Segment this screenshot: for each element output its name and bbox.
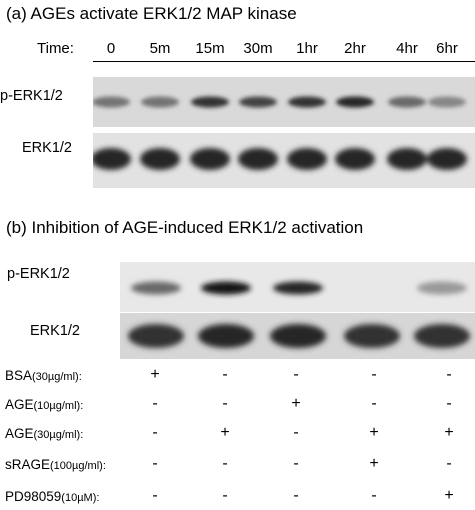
timepoint-2hr: 2hr: [344, 40, 366, 57]
panel-b-total-band-1: [128, 324, 184, 348]
panel-b-total-band-2: [198, 324, 254, 348]
panel-b-total-label: ERK1/2: [30, 323, 80, 339]
condition-name: AGE: [5, 397, 34, 412]
condition-srage-label: sRAGE(100µg/ml):: [5, 457, 106, 472]
condition-mark: -: [371, 366, 377, 383]
timepoint-6hr: 6hr: [436, 40, 458, 57]
panel-a-title: (a) AGEs activate ERK1/2 MAP kinase: [6, 4, 297, 23]
condition-mark: -: [293, 424, 299, 441]
panel-b-phospho-blot: [120, 262, 475, 312]
timepoint-1hr: 1hr: [296, 40, 318, 57]
condition-age10-label: AGE(10µg/ml):: [5, 397, 83, 412]
panel-a-total-band-8: [427, 148, 467, 170]
condition-mark: +: [150, 366, 160, 383]
condition-mark: -: [371, 395, 377, 412]
condition-mark: -: [222, 366, 228, 383]
condition-mark: -: [152, 487, 158, 504]
condition-mark: -: [446, 395, 452, 412]
panel-a-phospho-band-4: [239, 96, 277, 108]
condition-unit: (10µM):: [61, 492, 100, 504]
condition-mark: -: [293, 487, 299, 504]
condition-mark: +: [444, 424, 454, 441]
condition-mark: -: [446, 455, 452, 472]
panel-a-phospho-label: p-ERK1/2: [0, 88, 63, 104]
panel-b-phospho-band-1: [131, 281, 181, 295]
condition-name: AGE: [5, 426, 34, 441]
condition-unit: (30µg/ml):: [32, 371, 82, 383]
panel-a-phospho-band-1: [93, 96, 130, 108]
panel-b-total-band-5: [414, 324, 470, 348]
panel-a-total-band-3: [190, 148, 230, 170]
condition-mark: +: [291, 395, 301, 412]
panel-a-total-blot: [93, 133, 475, 188]
panel-a-total-band-6: [335, 148, 375, 170]
panel-a-phospho-band-8: [428, 96, 466, 108]
timepoint-5m: 5m: [149, 40, 171, 57]
condition-mark: -: [222, 487, 228, 504]
condition-mark: -: [371, 487, 377, 504]
panel-a-phospho-blot: [93, 77, 475, 127]
condition-unit: (10µg/ml):: [33, 400, 84, 412]
panel-a-total-band-2: [140, 148, 180, 170]
timepoint-4hr: 4hr: [396, 40, 418, 57]
condition-bsa-label: BSA(30µg/ml):: [5, 368, 82, 383]
condition-mark: -: [293, 366, 299, 383]
panel-b-phospho-band-5: [417, 281, 467, 295]
condition-unit: (30µg/ml):: [33, 429, 84, 441]
time-label: Time:: [37, 40, 74, 57]
condition-mark: -: [446, 366, 452, 383]
condition-pd98059-label: PD98059(10µM):: [5, 489, 99, 504]
panel-a-total-band-4: [238, 148, 278, 170]
panel-a-phospho-band-6: [336, 96, 374, 108]
panel-a-phospho-band-7: [388, 96, 426, 108]
condition-mark: +: [444, 487, 454, 504]
condition-mark: +: [369, 424, 379, 441]
condition-name: BSA: [5, 368, 33, 383]
panel-a-phospho-band-5: [288, 96, 326, 108]
panel-b-total-band-4: [344, 324, 400, 348]
condition-name: sRAGE: [5, 457, 51, 472]
timepoint-15m: 15m: [195, 40, 225, 57]
panel-b-phospho-label: p-ERK1/2: [7, 266, 70, 282]
panel-b-total-band-3: [270, 324, 326, 348]
condition-mark: -: [152, 455, 158, 472]
condition-mark: -: [152, 395, 158, 412]
condition-mark: +: [220, 424, 230, 441]
condition-age30-label: AGE(30µg/ml):: [5, 426, 83, 441]
condition-mark: -: [222, 395, 228, 412]
panel-a-phospho-band-3: [191, 96, 229, 108]
panel-a-total-label: ERK1/2: [22, 140, 72, 156]
condition-mark: -: [152, 424, 158, 441]
timepoint-0: 0: [106, 40, 116, 57]
condition-unit: (100µg/ml):: [50, 460, 106, 472]
condition-mark: +: [369, 455, 379, 472]
condition-mark: -: [222, 455, 228, 472]
timepoint-30m: 30m: [243, 40, 273, 57]
panel-a-total-band-1: [93, 148, 131, 170]
panel-b-phospho-band-3: [273, 281, 323, 295]
condition-mark: -: [293, 455, 299, 472]
panel-a-total-band-5: [287, 148, 327, 170]
panel-b-phospho-band-2: [201, 281, 251, 295]
panel-b-total-blot: [120, 313, 475, 359]
condition-name: PD98059: [5, 489, 62, 504]
panel-a-phospho-band-2: [141, 96, 179, 108]
panel-a-total-band-7: [387, 148, 427, 170]
time-divider: [93, 61, 475, 62]
panel-b-title: (b) Inhibition of AGE-induced ERK1/2 act…: [6, 218, 364, 237]
